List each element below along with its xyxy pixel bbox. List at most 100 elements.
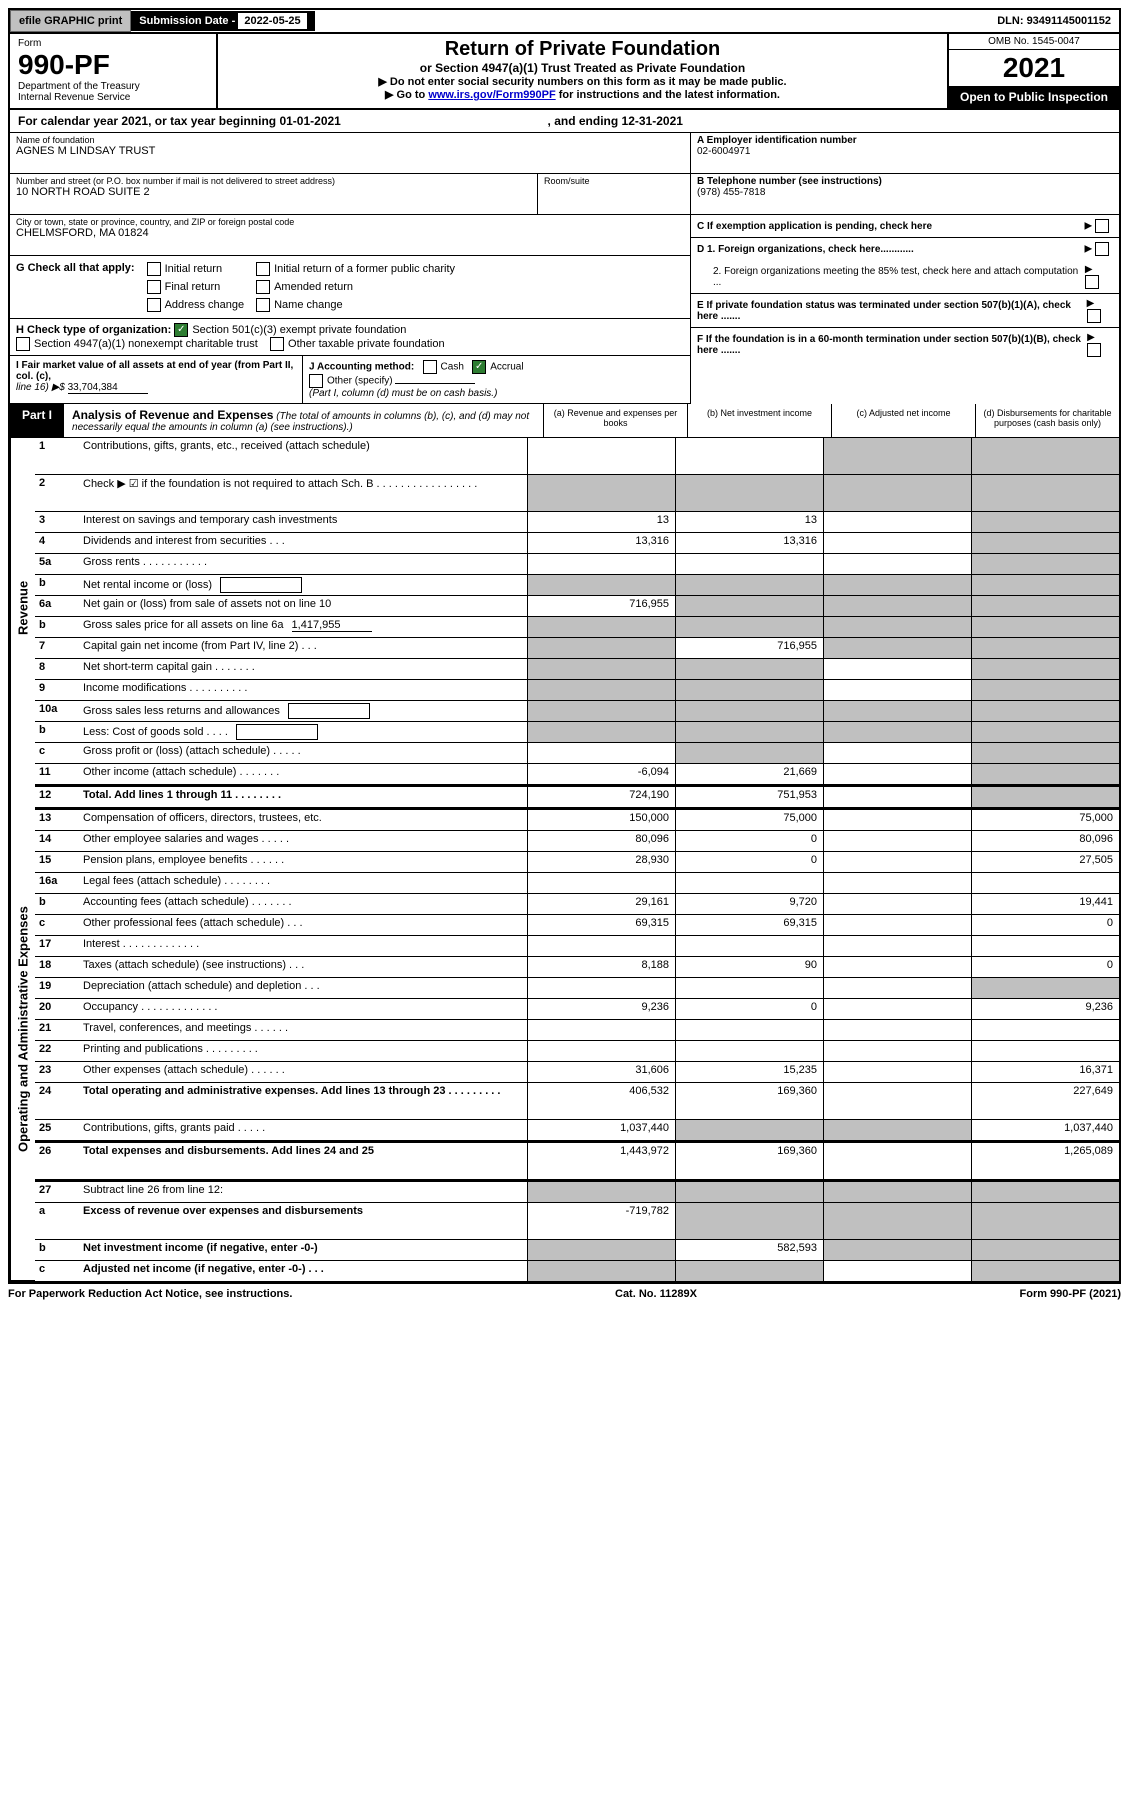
cb-other-method[interactable] — [309, 374, 323, 388]
dept-treasury: Department of the Treasury — [18, 81, 208, 92]
data-cell-c — [823, 722, 971, 742]
data-cell-c — [823, 978, 971, 998]
line-description: Income modifications . . . . . . . . . . — [79, 680, 527, 700]
section-d2: 2. Foreign organizations meeting the 85%… — [691, 260, 1119, 293]
data-cell-d — [971, 764, 1119, 784]
data-cell-d: 16,371 — [971, 1062, 1119, 1082]
cb-amended-return[interactable] — [256, 280, 270, 294]
dln: DLN: 93491145001152 — [989, 11, 1119, 31]
cb-4947a1[interactable] — [16, 337, 30, 351]
irs-link[interactable]: www.irs.gov/Form990PF — [428, 89, 555, 101]
cb-initial-return[interactable] — [147, 262, 161, 276]
col-a-header: (a) Revenue and expenses per books — [543, 404, 687, 437]
cb-f[interactable] — [1087, 343, 1101, 357]
line-description: Subtract line 26 from line 12: — [79, 1182, 527, 1202]
data-cell-c — [823, 1083, 971, 1119]
part1-label: Part I — [10, 404, 64, 437]
table-row: 7Capital gain net income (from Part IV, … — [35, 638, 1119, 659]
data-cell-b: 90 — [675, 957, 823, 977]
cb-d2[interactable] — [1085, 275, 1099, 289]
data-cell-c — [823, 810, 971, 830]
part1-header: Part I Analysis of Revenue and Expenses … — [8, 404, 1121, 438]
data-cell-a — [527, 680, 675, 700]
cb-final-return[interactable] — [147, 280, 161, 294]
revenue-side-label: Revenue — [10, 438, 35, 778]
line-description: Printing and publications . . . . . . . … — [79, 1041, 527, 1061]
entity-info: Name of foundation AGNES M LINDSAY TRUST… — [8, 133, 1121, 404]
line-description: Dividends and interest from securities .… — [79, 533, 527, 553]
col-b-header: (b) Net investment income — [687, 404, 831, 437]
line-number: 3 — [35, 512, 79, 532]
data-cell-a: -719,782 — [527, 1203, 675, 1239]
data-cell-d — [971, 787, 1119, 807]
line-description: Accounting fees (attach schedule) . . . … — [79, 894, 527, 914]
part1-table: Revenue Operating and Administrative Exp… — [8, 438, 1121, 1284]
line-description: Gross sales less returns and allowances — [79, 701, 527, 721]
line-number: 10a — [35, 701, 79, 721]
data-cell-b — [675, 701, 823, 721]
cb-e[interactable] — [1087, 309, 1101, 323]
cb-501c3[interactable] — [174, 323, 188, 337]
data-cell-b: 0 — [675, 999, 823, 1019]
data-cell-b — [675, 936, 823, 956]
data-cell-b — [675, 438, 823, 474]
section-i: I Fair market value of all assets at end… — [10, 356, 303, 403]
table-row: 6aNet gain or (loss) from sale of assets… — [35, 596, 1119, 617]
data-cell-d — [971, 638, 1119, 658]
data-cell-d — [971, 554, 1119, 574]
line-number: 2 — [35, 475, 79, 511]
data-cell-a — [527, 638, 675, 658]
data-cell-a: 28,930 — [527, 852, 675, 872]
ein-cell: A Employer identification number 02-6004… — [691, 133, 1119, 174]
header-note1: ▶ Do not enter social security numbers o… — [222, 75, 943, 88]
data-cell-c — [823, 787, 971, 807]
data-cell-c — [823, 831, 971, 851]
line-description: Total operating and administrative expen… — [79, 1083, 527, 1119]
data-cell-d: 0 — [971, 957, 1119, 977]
line-number: 25 — [35, 1120, 79, 1140]
data-cell-d: 0 — [971, 915, 1119, 935]
data-cell-c — [823, 936, 971, 956]
table-row: cGross profit or (loss) (attach schedule… — [35, 743, 1119, 764]
data-cell-d — [971, 1041, 1119, 1061]
data-cell-b: 169,360 — [675, 1143, 823, 1179]
data-cell-b: 13,316 — [675, 533, 823, 553]
header-right: OMB No. 1545-0047 2021 Open to Public In… — [947, 34, 1119, 108]
data-cell-a: 716,955 — [527, 596, 675, 616]
line-description: Legal fees (attach schedule) . . . . . .… — [79, 873, 527, 893]
line-description: Adjusted net income (if negative, enter … — [79, 1261, 527, 1281]
cb-name-change[interactable] — [256, 298, 270, 312]
line-description: Other employee salaries and wages . . . … — [79, 831, 527, 851]
data-cell-b — [675, 617, 823, 637]
cb-accrual[interactable] — [472, 360, 486, 374]
header-left: Form 990-PF Department of the Treasury I… — [10, 34, 218, 108]
cb-cash[interactable] — [423, 360, 437, 374]
cb-initial-former[interactable] — [256, 262, 270, 276]
cb-address-change[interactable] — [147, 298, 161, 312]
data-cell-c — [823, 617, 971, 637]
data-cell-b — [675, 978, 823, 998]
table-row: 13Compensation of officers, directors, t… — [35, 808, 1119, 831]
line-number: 11 — [35, 764, 79, 784]
line-number: 19 — [35, 978, 79, 998]
data-cell-a — [527, 1020, 675, 1040]
table-row: 5aGross rents . . . . . . . . . . . — [35, 554, 1119, 575]
data-cell-a — [527, 659, 675, 679]
foundation-name-cell: Name of foundation AGNES M LINDSAY TRUST — [10, 133, 690, 174]
line-description: Gross sales price for all assets on line… — [79, 617, 527, 637]
line-description: Interest on savings and temporary cash i… — [79, 512, 527, 532]
table-row: 22Printing and publications . . . . . . … — [35, 1041, 1119, 1062]
cb-d1[interactable] — [1095, 242, 1109, 256]
line-number: 22 — [35, 1041, 79, 1061]
efile-print-button[interactable]: efile GRAPHIC print — [10, 10, 131, 32]
table-row: bLess: Cost of goods sold . . . . — [35, 722, 1119, 743]
line-number: 15 — [35, 852, 79, 872]
data-cell-a — [527, 743, 675, 763]
data-cell-c — [823, 743, 971, 763]
cb-c[interactable] — [1095, 219, 1109, 233]
line-description: Capital gain net income (from Part IV, l… — [79, 638, 527, 658]
cb-other-taxable[interactable] — [270, 337, 284, 351]
table-row: 23Other expenses (attach schedule) . . .… — [35, 1062, 1119, 1083]
line-number: 8 — [35, 659, 79, 679]
line-number: 20 — [35, 999, 79, 1019]
